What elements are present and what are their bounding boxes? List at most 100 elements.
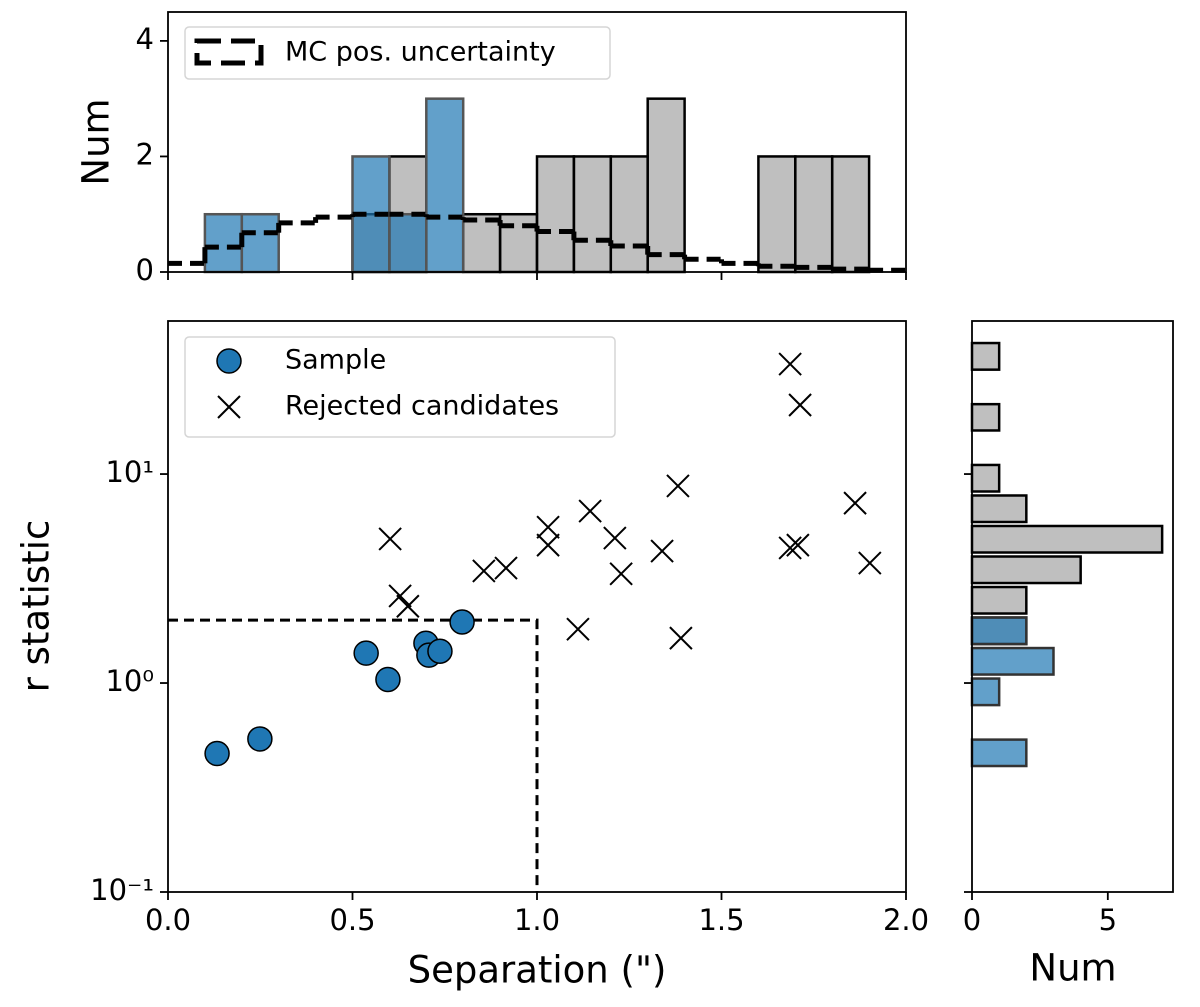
- x-axis-label: Num: [1029, 947, 1116, 990]
- hist-bar: [240, 212, 280, 274]
- y-tick-label: 4: [136, 22, 154, 56]
- rejected-point: [603, 526, 627, 550]
- legend-box: [184, 26, 611, 80]
- cross-arm: [566, 617, 590, 641]
- y-tick-label: 0: [136, 253, 154, 287]
- cross-arm: [609, 562, 633, 586]
- rejected-point: [396, 594, 420, 618]
- sample-point: [375, 666, 401, 693]
- hist-bar: [425, 97, 465, 274]
- y-tick-label: 10¹: [105, 455, 154, 489]
- hist-bar: [970, 677, 1001, 707]
- cross-arm: [666, 474, 690, 498]
- cross-arm: [858, 551, 882, 575]
- hist-bar: [970, 402, 1001, 432]
- hist-bar: [970, 524, 1164, 554]
- cross-arm: [778, 536, 802, 560]
- cross-arm: [578, 499, 602, 523]
- hist-bar: [970, 646, 1055, 676]
- sample-point: [247, 726, 273, 752]
- cross-arm: [650, 539, 674, 563]
- cross-arm: [778, 352, 802, 376]
- rejected-point: [788, 393, 812, 417]
- cross-arm: [378, 527, 402, 551]
- legend-label: Sample: [285, 345, 386, 376]
- hist-bar: [830, 155, 871, 274]
- legend-marker: [216, 348, 242, 374]
- legend-icon: [194, 38, 264, 66]
- x-tick-label: 0: [963, 903, 981, 937]
- rejected-point: [536, 515, 560, 539]
- axes-frame: [971, 320, 1174, 893]
- y-tick-label: 10⁻¹: [90, 873, 154, 907]
- cross-arm: [786, 533, 810, 557]
- rejected-point: [858, 551, 882, 575]
- x-tick-label: 0.0: [145, 903, 191, 937]
- rejected-point: [666, 474, 690, 498]
- hist-bar: [609, 155, 649, 274]
- x-tick-label: 5: [1099, 903, 1117, 937]
- x-tick-label: 1.5: [698, 903, 744, 937]
- cross-arm: [843, 491, 867, 515]
- y-axis-label: r statistic: [15, 520, 58, 693]
- cross-arm: [536, 533, 560, 557]
- rejected-point: [472, 559, 496, 583]
- cross-arm: [603, 526, 627, 550]
- hist-bar: [970, 585, 1028, 615]
- rejected-point: [578, 499, 602, 523]
- hist-bar: [203, 212, 244, 274]
- rejected-point: [778, 536, 802, 560]
- cross-arm: [217, 395, 241, 419]
- rejected-point: [494, 556, 518, 580]
- hist-bar: [535, 155, 576, 274]
- legend-label: MC pos. uncertainty: [285, 37, 556, 68]
- threshold-box: [168, 618, 539, 892]
- x-tick-label: 0.5: [329, 903, 375, 937]
- cross-arm: [536, 515, 560, 539]
- rejected-point: [609, 562, 633, 586]
- sample-point: [427, 638, 453, 664]
- hist-bar: [388, 212, 428, 274]
- legend-marker: [217, 395, 241, 419]
- hist-bar: [970, 341, 1001, 371]
- hist-bar: [572, 155, 613, 274]
- cross-arm: [669, 626, 693, 650]
- rejected-point: [843, 491, 867, 515]
- hist-bar: [970, 738, 1028, 768]
- y-axis-label: Num: [75, 98, 118, 185]
- rejected-point: [778, 352, 802, 376]
- hist-bar: [794, 155, 834, 274]
- rejected-point: [536, 533, 560, 557]
- legend-label: Rejected candidates: [285, 391, 559, 422]
- cross-arm: [472, 559, 496, 583]
- cross-arm: [788, 393, 812, 417]
- hist-bar: [970, 616, 1028, 646]
- x-tick-label: 2.0: [883, 903, 929, 937]
- rejected-point: [786, 533, 810, 557]
- cross-arm: [494, 556, 518, 580]
- rejected-point: [388, 584, 412, 608]
- sample-point: [353, 640, 379, 666]
- legend-box: [184, 336, 616, 438]
- hist-bar: [970, 463, 1001, 493]
- hist-bar: [970, 555, 1082, 585]
- rejected-point: [378, 527, 402, 551]
- hist-bar: [646, 97, 686, 274]
- y-tick-label: 2: [136, 137, 154, 171]
- x-tick-label: 1.0: [514, 903, 560, 937]
- y-tick-label: 10⁰: [105, 664, 154, 698]
- hist-bar: [461, 212, 502, 274]
- hist-bar: [970, 494, 1028, 524]
- rejected-point: [669, 626, 693, 650]
- x-axis-label: Separation ("): [408, 949, 667, 992]
- rejected-point: [566, 617, 590, 641]
- mc-step-line: [168, 211, 906, 273]
- rejected-point: [650, 539, 674, 563]
- sample-point: [449, 609, 475, 635]
- sample-point: [204, 740, 230, 767]
- cross-arm: [388, 584, 412, 608]
- cross-arm: [396, 594, 420, 618]
- hist-bar: [757, 155, 797, 274]
- hist-bar: [498, 212, 539, 274]
